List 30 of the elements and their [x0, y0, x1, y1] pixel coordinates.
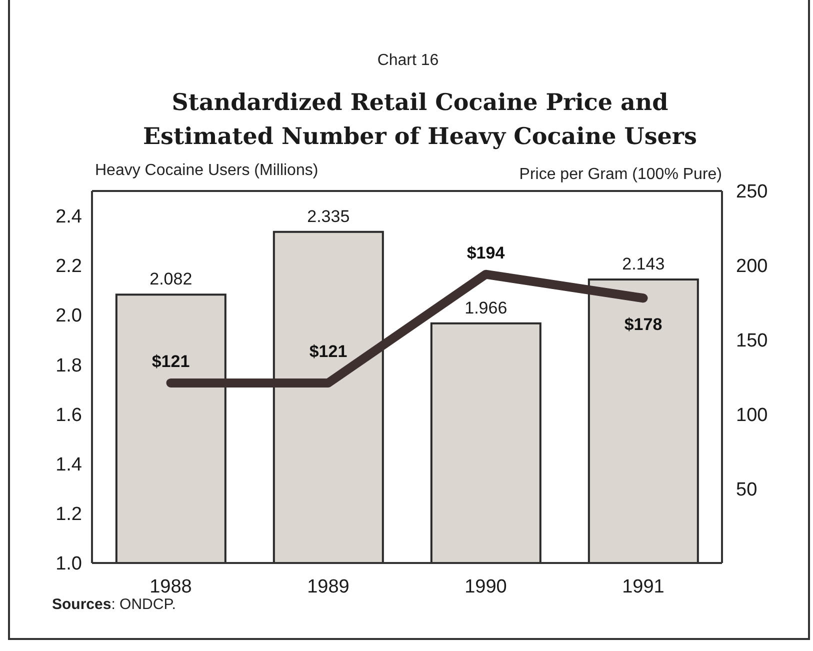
data-label: $121 — [152, 352, 190, 371]
y-tick-label: 2.2 — [56, 256, 82, 278]
y-tick-label: 1.2 — [56, 504, 82, 526]
data-label: 2.143 — [622, 254, 665, 274]
y2-tick-label: 250 — [736, 182, 768, 203]
data-label: $194 — [466, 243, 506, 262]
x-tick-label: 1991 — [622, 576, 664, 598]
caption: Chart 16 — [377, 52, 439, 70]
chart-title: Standardized Retail Cocaine Price and Estimated Number of Heavy Cocaine Users — [142, 88, 698, 152]
y2-tick-label: 100 — [736, 404, 768, 426]
source-note: Sources: ONDCP. — [52, 596, 176, 613]
y2-tick-label: 200 — [736, 256, 768, 278]
y-tick-label: 1.8 — [56, 355, 82, 376]
y2-tick-label: 150 — [736, 330, 768, 352]
data-label: $178 — [624, 315, 662, 334]
x-tick-label: 1989 — [307, 576, 350, 598]
y-axis-title: Heavy Cocaine Users (Millions) — [95, 162, 318, 180]
y-tick-label: 1.4 — [56, 454, 82, 476]
data-label: $121 — [309, 342, 348, 361]
data-label: 1.966 — [464, 298, 508, 318]
y-tick-label: 1.0 — [56, 554, 82, 575]
y-tick-label: 1.6 — [56, 404, 82, 426]
x-tick-label: 1990 — [464, 576, 507, 598]
y-tick-label: 2.4 — [56, 206, 82, 228]
data-label: 2.335 — [307, 206, 350, 226]
y2-axis-title: Price per Gram (100% Pure) — [519, 166, 722, 184]
y2-tick-label: 50 — [736, 479, 758, 500]
data-label: 2.082 — [150, 270, 192, 289]
y-tick-label: 2.0 — [56, 306, 82, 327]
x-tick-label: 1988 — [150, 576, 192, 598]
